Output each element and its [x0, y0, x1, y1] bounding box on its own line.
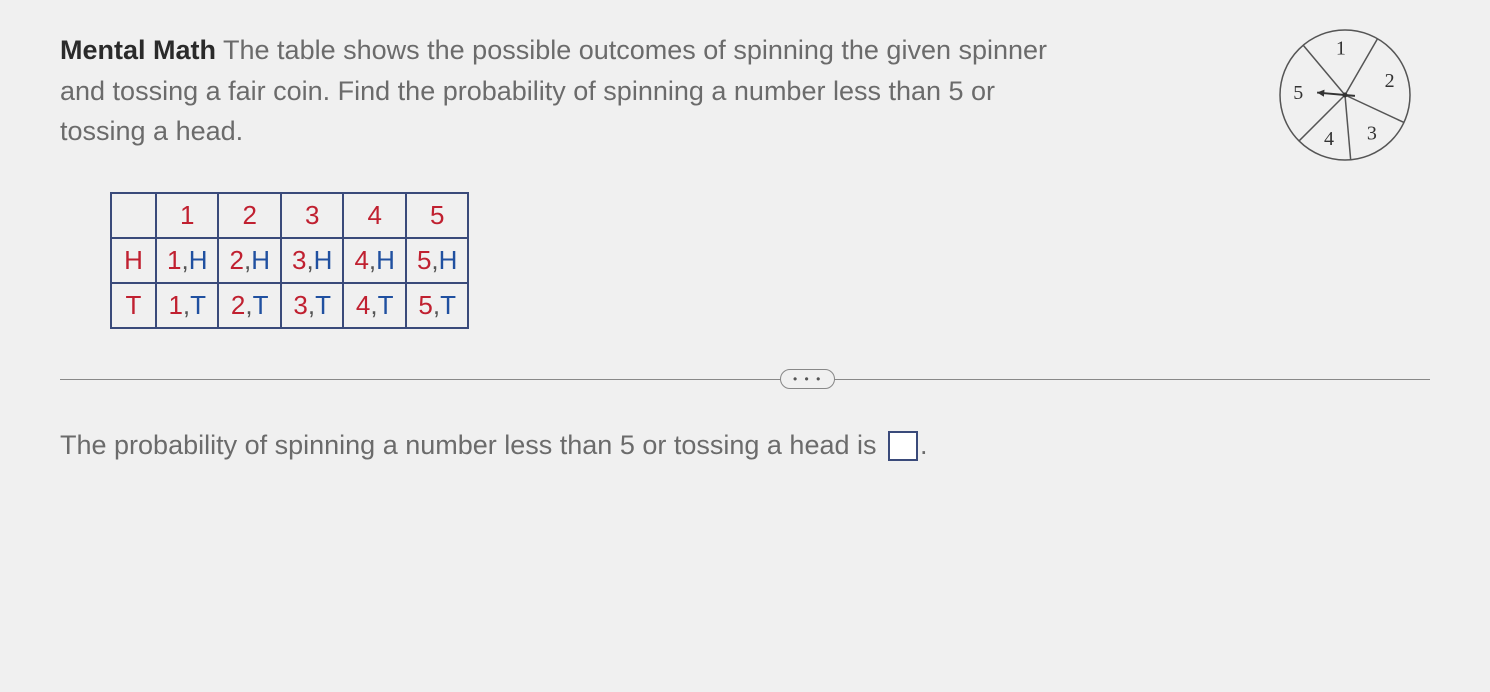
divider: • • •	[60, 379, 1430, 380]
row-label: H	[111, 238, 156, 283]
cell-letter: H	[189, 245, 208, 275]
table-corner-cell	[111, 193, 156, 238]
row-label: T	[111, 283, 156, 328]
cell-letter: T	[315, 290, 331, 320]
table-cell: 3,T	[281, 283, 343, 328]
cell-letter: T	[440, 290, 456, 320]
cell-num: 5	[418, 290, 432, 320]
cell-num: 3	[292, 245, 306, 275]
col-header: 2	[218, 193, 280, 238]
divider-badge[interactable]: • • •	[780, 369, 835, 389]
cell-letter: T	[190, 290, 206, 320]
answer-suffix: .	[920, 430, 928, 460]
table-cell: 1,T	[156, 283, 218, 328]
table-cell: 3,H	[281, 238, 343, 283]
cell-letter: H	[439, 245, 458, 275]
cell-num: 1	[168, 290, 182, 320]
spinner-svg: 1 2 3 4 5	[1270, 20, 1420, 170]
col-header: 3	[281, 193, 343, 238]
table-cell: 4,H	[343, 238, 405, 283]
svg-text:4: 4	[1324, 128, 1334, 150]
table-cell: 5,H	[406, 238, 468, 283]
svg-text:2: 2	[1385, 70, 1395, 92]
col-header: 5	[406, 193, 468, 238]
cell-letter: H	[376, 245, 395, 275]
table-row: H 1,H 2,H 3,H 4,H 5,H	[111, 238, 468, 283]
answer-prompt: The probability of spinning a number les…	[60, 430, 884, 460]
answer-line: The probability of spinning a number les…	[60, 430, 1430, 462]
cell-num: 1	[167, 245, 181, 275]
svg-text:3: 3	[1367, 122, 1377, 144]
table-cell: 2,T	[218, 283, 280, 328]
cell-letter: T	[378, 290, 394, 320]
cell-letter: H	[314, 245, 333, 275]
cell-num: 3	[293, 290, 307, 320]
svg-text:5: 5	[1293, 82, 1303, 104]
answer-input-box[interactable]	[888, 431, 918, 461]
outcomes-table: 1 2 3 4 5 H 1,H 2,H 3,H 4,H 5,H T 1,T 2,…	[110, 192, 469, 329]
cell-num: 4	[354, 245, 368, 275]
cell-num: 4	[356, 290, 370, 320]
question-label: Mental Math	[60, 35, 216, 65]
table-cell: 4,T	[343, 283, 405, 328]
table-header-row: 1 2 3 4 5	[111, 193, 468, 238]
col-header: 4	[343, 193, 405, 238]
question-block: Mental Math The table shows the possible…	[60, 30, 1430, 461]
table-cell: 1,H	[156, 238, 218, 283]
svg-text:1: 1	[1336, 37, 1346, 59]
table-cell: 5,T	[406, 283, 468, 328]
cell-letter: H	[251, 245, 270, 275]
cell-num: 5	[417, 245, 431, 275]
cell-letter: T	[253, 290, 269, 320]
cell-num: 2	[229, 245, 243, 275]
spinner-diagram: 1 2 3 4 5	[1270, 20, 1420, 175]
table-cell: 2,H	[218, 238, 280, 283]
col-header: 1	[156, 193, 218, 238]
cell-num: 2	[231, 290, 245, 320]
table-row: T 1,T 2,T 3,T 4,T 5,T	[111, 283, 468, 328]
question-text: Mental Math The table shows the possible…	[60, 30, 1060, 152]
